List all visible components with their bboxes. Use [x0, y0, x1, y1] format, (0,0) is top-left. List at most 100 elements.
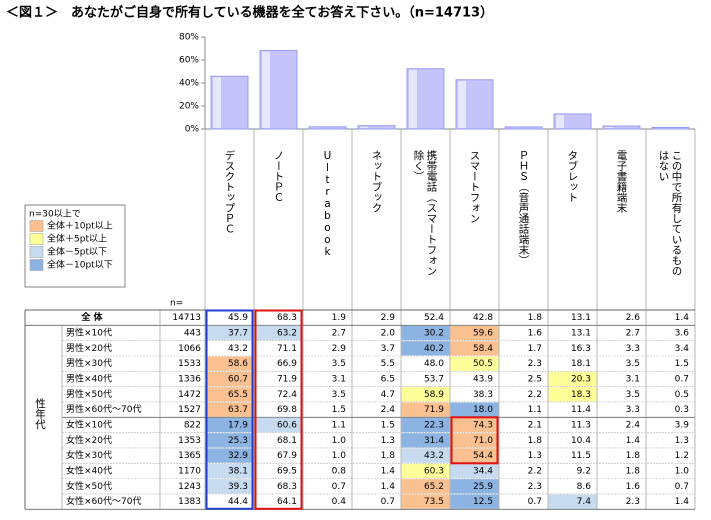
cell-value: 2.7	[332, 328, 346, 338]
cell-value: 0.5	[675, 390, 689, 400]
cell-value: 18.3	[571, 390, 591, 400]
cell-value: 2.4	[381, 405, 396, 415]
row-n: 1353	[178, 436, 201, 446]
y-tick-label: 60%	[179, 56, 199, 66]
cell-highlight	[548, 494, 597, 509]
cell-value: 52.4	[424, 313, 444, 323]
cell-value: 22.3	[424, 420, 444, 430]
cell-value: 0.8	[332, 466, 347, 476]
category-label: はない	[658, 150, 670, 182]
cell-value: 16.3	[571, 344, 591, 354]
legend-label: 全体－10pt以下	[47, 259, 113, 271]
cell-value: 2.3	[626, 497, 640, 507]
row-label: 全 体	[80, 311, 103, 323]
legend-swatch	[29, 233, 44, 245]
row-label: 男性×20代	[66, 342, 112, 354]
cell-value: 73.5	[424, 497, 444, 507]
category-label: ネットブック	[371, 150, 383, 213]
cell-value: 65.5	[228, 390, 248, 400]
cell-highlight	[450, 325, 499, 341]
cell-value: 50.5	[473, 359, 493, 369]
cell-value: 1.0	[332, 436, 347, 446]
cell-value: 1.8	[528, 313, 543, 323]
cell-highlight	[205, 325, 254, 341]
cell-highlight	[205, 479, 254, 494]
cell-value: 58.4	[473, 344, 493, 354]
cell-highlight	[205, 417, 254, 433]
cell-value: 30.2	[424, 328, 444, 338]
category-label: この中で所有しているもの	[671, 150, 683, 276]
cell-value: 0.7	[528, 497, 542, 507]
cell-highlight	[401, 433, 450, 448]
y-tick-label: 80%	[179, 33, 199, 43]
cell-value: 1.6	[528, 328, 543, 338]
cell-highlight	[401, 387, 450, 402]
cell-highlight	[401, 417, 450, 433]
bar-shine	[556, 114, 564, 128]
bar-shine	[360, 126, 368, 128]
cell-value: 0.4	[332, 497, 347, 507]
cell-value: 1.4	[675, 313, 690, 323]
row-label: 女性×50代	[66, 480, 112, 492]
cell-value: 3.1	[332, 374, 346, 384]
cell-value: 68.3	[277, 482, 297, 492]
cell-highlight	[401, 479, 450, 494]
legend-title: n=30以上で	[29, 209, 81, 220]
cell-value: 1.8	[528, 436, 543, 446]
cell-value: 0.7	[675, 374, 689, 384]
row-label: 男性×30代	[66, 357, 112, 369]
legend-box	[24, 204, 126, 288]
cell-highlight	[254, 417, 303, 433]
cell-value: 1.3	[675, 436, 689, 446]
cell-value: 1.1	[332, 420, 346, 430]
cell-highlight	[401, 341, 450, 356]
cell-value: 2.4	[626, 420, 641, 430]
cell-value: 10.4	[571, 436, 591, 446]
legend-swatch	[29, 220, 44, 232]
cell-highlight	[450, 356, 499, 371]
row-label: 女性×10代	[66, 418, 112, 430]
category-label: スマートフォン	[469, 150, 481, 224]
cell-value: 11.5	[571, 451, 591, 461]
cell-value: 3.1	[626, 374, 640, 384]
legend-swatch	[29, 246, 44, 258]
cell-highlight	[205, 463, 254, 479]
legend-label: 全体＋5pt以上	[47, 233, 107, 245]
row-n: 443	[184, 328, 201, 338]
row-label: 男性×60代～70代	[66, 403, 141, 415]
cell-value: 3.5	[626, 359, 640, 369]
cell-value: 63.7	[228, 405, 248, 415]
cell-value: 11.4	[571, 405, 591, 415]
page-title: ＜図１＞ あなたがご自身で所有している機器を全てお答え下さい。（n=14713）	[6, 5, 493, 21]
cell-value: 38.1	[228, 466, 248, 476]
cell-value: 72.4	[277, 390, 297, 400]
cell-value: 31.4	[424, 436, 444, 446]
cell-value: 1.4	[381, 482, 396, 492]
cell-value: 3.3	[626, 405, 640, 415]
cell-highlight	[450, 448, 499, 463]
cell-value: 1.8	[626, 451, 641, 461]
row-n: 1527	[178, 405, 201, 415]
cell-highlight	[254, 325, 303, 341]
cell-value: 0.7	[675, 482, 689, 492]
category-label: 携帯電話（スマートフォン	[426, 149, 438, 276]
cell-value: 2.6	[626, 313, 641, 323]
cell-value: 8.6	[577, 482, 592, 492]
highlight-box	[205, 309, 254, 510]
row-n: 1383	[178, 497, 201, 507]
cell-highlight	[401, 463, 450, 479]
cell-value: 3.5	[332, 390, 346, 400]
cell-value: 3.5	[626, 390, 640, 400]
cell-value: 20.3	[571, 374, 591, 384]
cell-highlight	[205, 387, 254, 402]
row-label: 男性×40代	[66, 372, 112, 384]
cell-value: 1.5	[675, 359, 689, 369]
category-label: 電子書籍端末	[616, 150, 628, 214]
cell-value: 1.4	[626, 436, 641, 446]
cell-value: 64.1	[277, 497, 297, 507]
cell-value: 37.7	[228, 328, 248, 338]
cell-highlight	[450, 341, 499, 356]
cell-highlight	[401, 402, 450, 417]
cell-value: 17.9	[228, 420, 248, 430]
cell-value: 2.1	[528, 420, 542, 430]
